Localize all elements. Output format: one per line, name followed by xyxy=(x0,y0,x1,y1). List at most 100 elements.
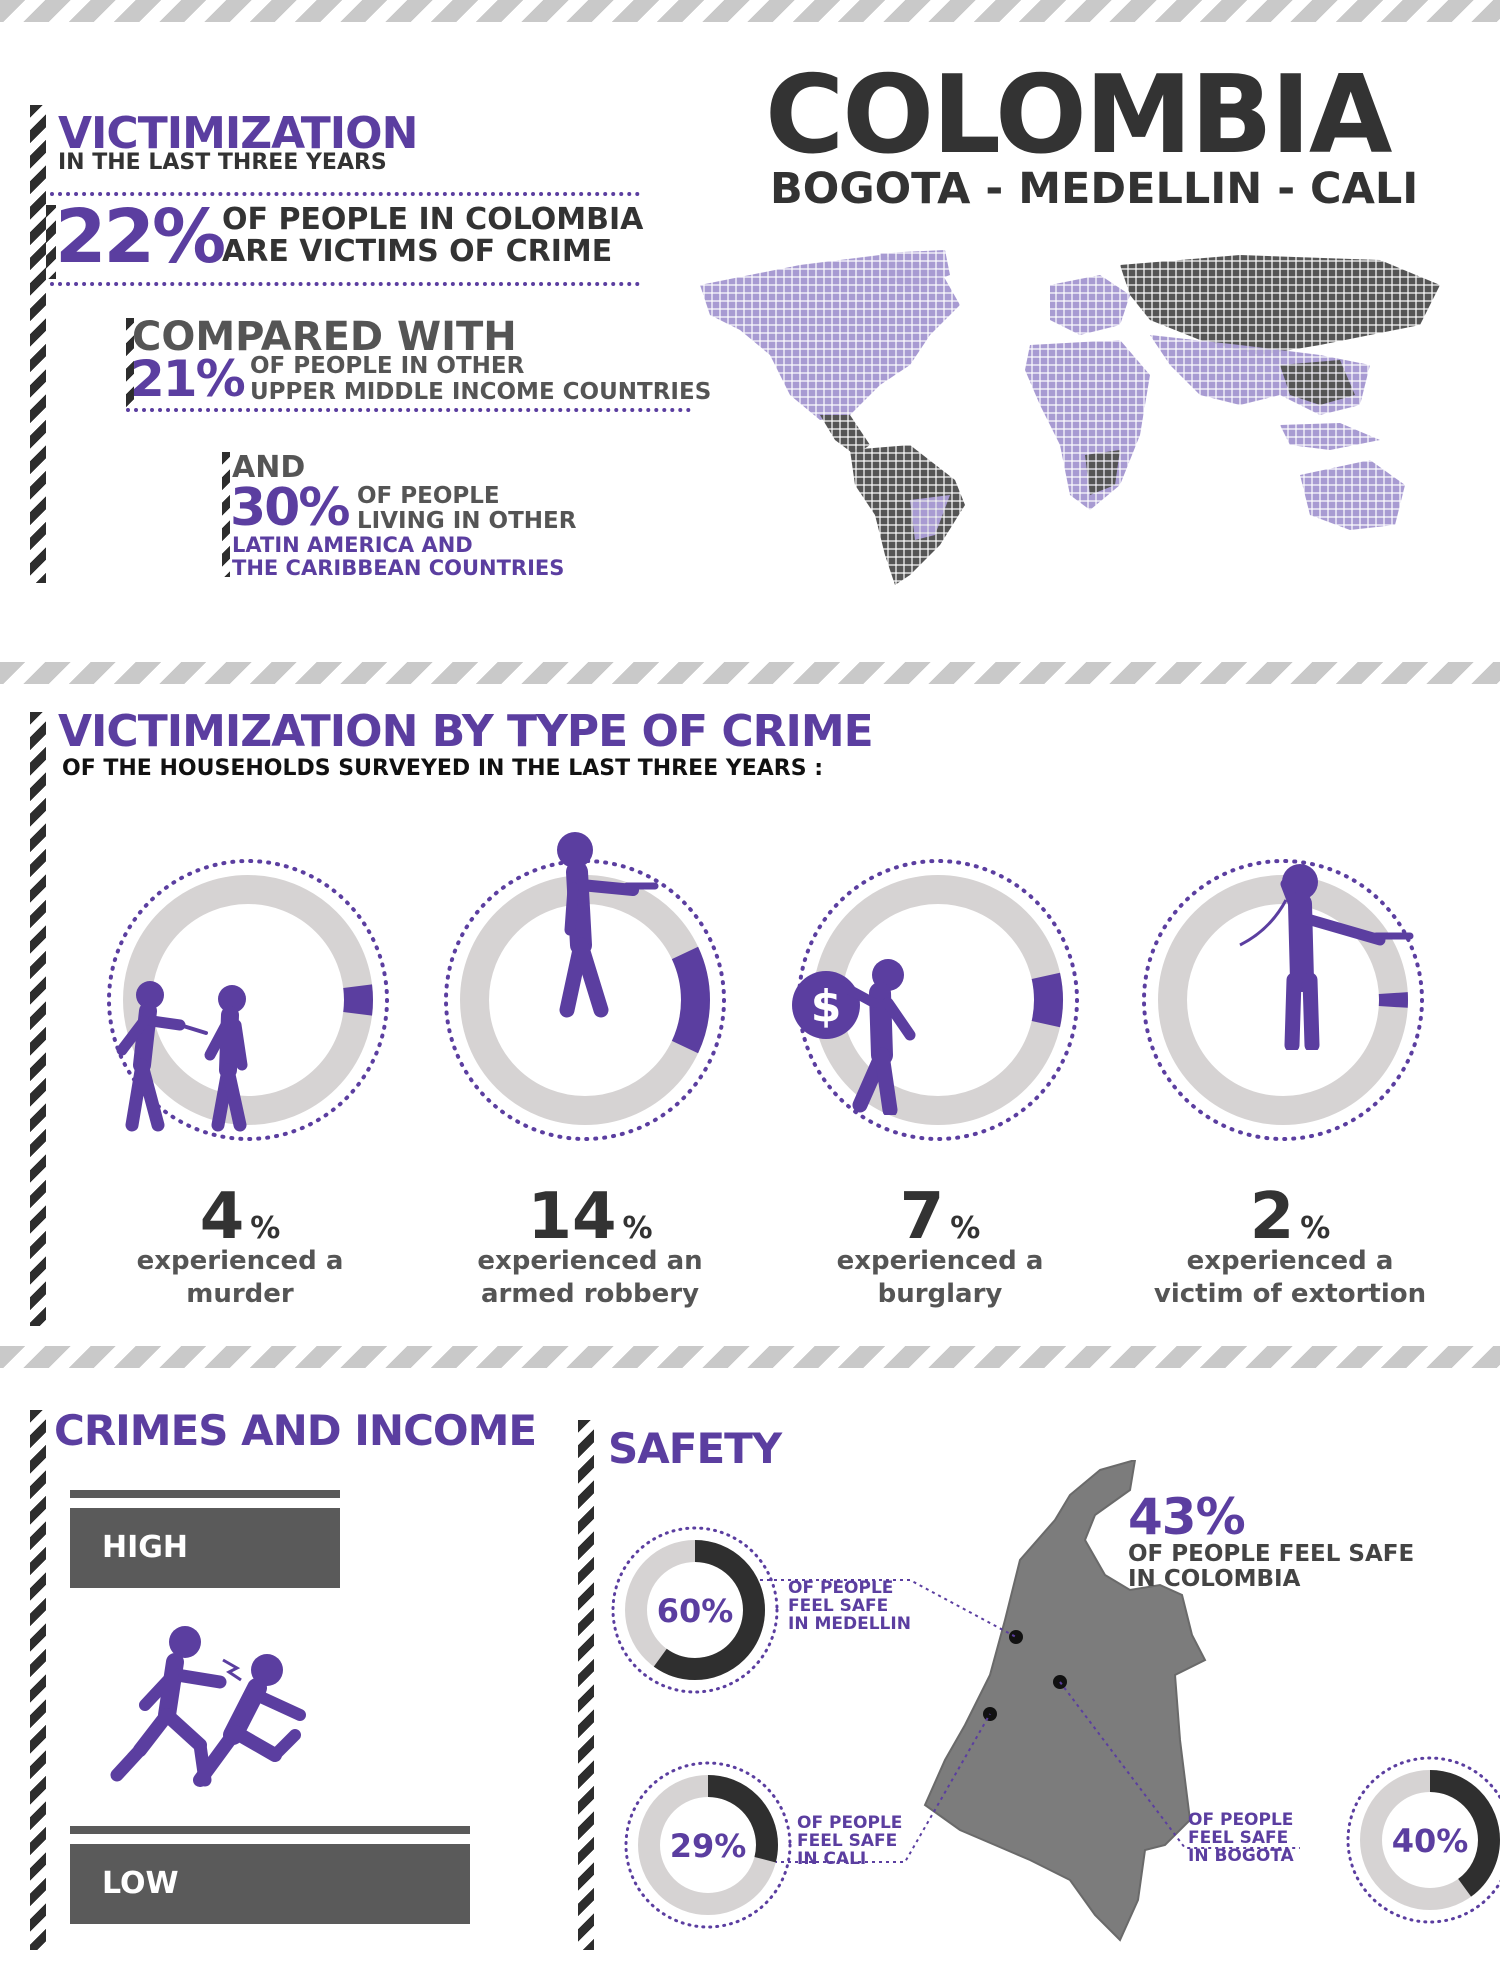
dotted-divider xyxy=(50,192,640,196)
china-shape xyxy=(1280,360,1355,405)
south-africa-shape xyxy=(1085,450,1120,495)
section3-side-stripe xyxy=(30,1410,46,1950)
dotted-outer-ring xyxy=(797,859,1079,1141)
ring-value-arc xyxy=(460,875,710,1125)
main-line-1: OF PEOPLE IN COLOMBIA xyxy=(222,202,644,237)
crime-value: 14 xyxy=(527,1180,617,1254)
ring-value-arc xyxy=(1360,1770,1500,1910)
caption-line-2: burglary xyxy=(877,1278,1003,1309)
dotted-outer-ring xyxy=(444,859,726,1141)
crimes-income-title: CRIMES AND INCOME xyxy=(54,1406,537,1455)
crime-value: 7 xyxy=(899,1180,945,1254)
caption-line-2: FEEL SAFE xyxy=(788,1595,889,1616)
dotted-divider xyxy=(50,282,640,286)
safety-ring-1: 60% xyxy=(610,1525,780,1699)
dotted-outer-ring xyxy=(624,1761,792,1929)
safety-title: SAFETY xyxy=(608,1424,782,1473)
africa-shape xyxy=(1025,340,1150,510)
percent-sign: % xyxy=(1300,1211,1331,1246)
caption-line-2: victim of extortion xyxy=(1153,1278,1427,1309)
main-percentage: 22% xyxy=(55,194,226,280)
brazil-highlight-shape xyxy=(910,495,950,540)
caption-line-1: experienced an xyxy=(477,1246,703,1276)
caption-line-2: FEEL SAFE xyxy=(1188,1827,1289,1848)
low-bar-accent xyxy=(70,1826,470,1834)
safety-caption-1: OF PEOPLE FEEL SAFE IN MEDELLIN xyxy=(788,1579,911,1634)
assault-figures-icon xyxy=(110,1626,306,1787)
south-america-shape xyxy=(850,445,965,585)
stat-accent-stripe xyxy=(46,205,56,279)
ring-percentage: 40% xyxy=(1392,1822,1469,1860)
dotted-outer-ring xyxy=(1142,859,1424,1141)
compared-percentage: 21% xyxy=(130,350,246,408)
crime-caption-2: experienced an armed robbery xyxy=(430,1245,750,1310)
caption-line-3: IN CALI xyxy=(797,1848,867,1869)
caption-line-3: IN MEDELLIN xyxy=(788,1613,911,1634)
and-line-3: LATIN AMERICA AND xyxy=(232,533,473,557)
caption-line-1: OF PEOPLE xyxy=(1188,1810,1294,1830)
high-bar: HIGH xyxy=(70,1508,340,1588)
high-label: HIGH xyxy=(102,1530,189,1565)
low-bar: LOW xyxy=(70,1844,470,1924)
low-label: LOW xyxy=(102,1866,179,1901)
high-bar-accent xyxy=(70,1490,340,1498)
caption-line-2: FEEL SAFE xyxy=(797,1830,898,1851)
and-percentage: 30% xyxy=(230,478,350,538)
national-percentage: 43% xyxy=(1128,1488,1246,1546)
section2-hazard-stripe xyxy=(0,662,1500,684)
ring-value-arc xyxy=(625,1540,765,1680)
crime-percentage-2: 14% xyxy=(440,1180,740,1254)
russia-shape xyxy=(1120,255,1440,355)
ring-value-arc xyxy=(123,875,373,1125)
crime-types-title: VICTIMIZATION BY TYPE OF CRIME xyxy=(58,706,874,757)
and-line-4: THE CARIBBEAN COUNTRIES xyxy=(232,555,565,580)
safety-caption-2: OF PEOPLE FEEL SAFE IN CALI xyxy=(797,1814,902,1869)
svg-text:$: $ xyxy=(811,981,842,1032)
indonesia-shape xyxy=(1280,423,1380,450)
gunman-icon xyxy=(515,830,665,1024)
crime-caption-1: experienced a murder xyxy=(80,1245,400,1310)
crime-percentage-3: 7% xyxy=(790,1180,1090,1254)
and-line-2: LIVING IN OTHER xyxy=(357,507,577,534)
page-title: COLOMBIA xyxy=(765,53,1392,178)
phone-extortion-icon xyxy=(1230,860,1415,1054)
national-line-1: OF PEOPLE FEEL SAFE xyxy=(1128,1541,1415,1567)
connector-lines xyxy=(760,1579,1300,1863)
caption-line-3: IN BOGOTA xyxy=(1188,1845,1294,1866)
crime-percentage-1: 4% xyxy=(90,1180,390,1254)
burglar-money-bag-icon: $ xyxy=(790,935,940,1119)
stabbing-figures-icon xyxy=(110,975,260,1149)
national-line-2: IN COLOMBIA xyxy=(1128,1566,1301,1593)
dotted-outer-ring xyxy=(1346,1756,1500,1924)
crime-types-subtitle: OF THE HOUSEHOLDS SURVEYED IN THE LAST T… xyxy=(62,756,824,781)
percent-sign: % xyxy=(622,1211,653,1246)
europe-shape xyxy=(1050,275,1130,335)
section1-side-stripe xyxy=(30,105,46,583)
north-america-shape xyxy=(700,255,960,420)
world-map xyxy=(700,250,1440,585)
crime-value: 4 xyxy=(199,1180,245,1254)
safety-ring-2: 29% xyxy=(623,1760,793,1934)
dotted-outer-ring xyxy=(107,859,389,1141)
colombia-shape xyxy=(923,1460,1207,1942)
victimization-title: VICTIMIZATION xyxy=(58,108,418,159)
section3-hazard-stripe xyxy=(0,1346,1500,1368)
section2-side-stripe xyxy=(30,712,46,1326)
central-america-shape xyxy=(820,415,870,455)
compared-label: COMPARED WITH xyxy=(132,314,517,360)
crime-caption-4: experienced a victim of extortion xyxy=(1130,1245,1450,1310)
page-subtitle: BOGOTA - MEDELLIN - CALI xyxy=(770,164,1419,214)
main-line-2: ARE VICTIMS OF CRIME xyxy=(222,233,613,269)
crime-percentage-4: 2% xyxy=(1140,1180,1440,1254)
caption-line-1: experienced a xyxy=(836,1246,1044,1276)
victimization-subtitle: IN THE LAST THREE YEARS xyxy=(58,150,387,175)
australia-shape xyxy=(1300,460,1405,530)
safety-ring-3: 40% xyxy=(1345,1755,1500,1929)
and-line-1: OF PEOPLE xyxy=(357,483,500,509)
dotted-outer-ring xyxy=(611,1526,779,1694)
medellin-marker xyxy=(1009,1630,1023,1644)
ring-percentage: 60% xyxy=(657,1592,734,1630)
section3-divider-stripe xyxy=(578,1420,594,1950)
ring-percentage: 29% xyxy=(670,1827,747,1865)
top-hazard-stripe xyxy=(0,0,1500,22)
